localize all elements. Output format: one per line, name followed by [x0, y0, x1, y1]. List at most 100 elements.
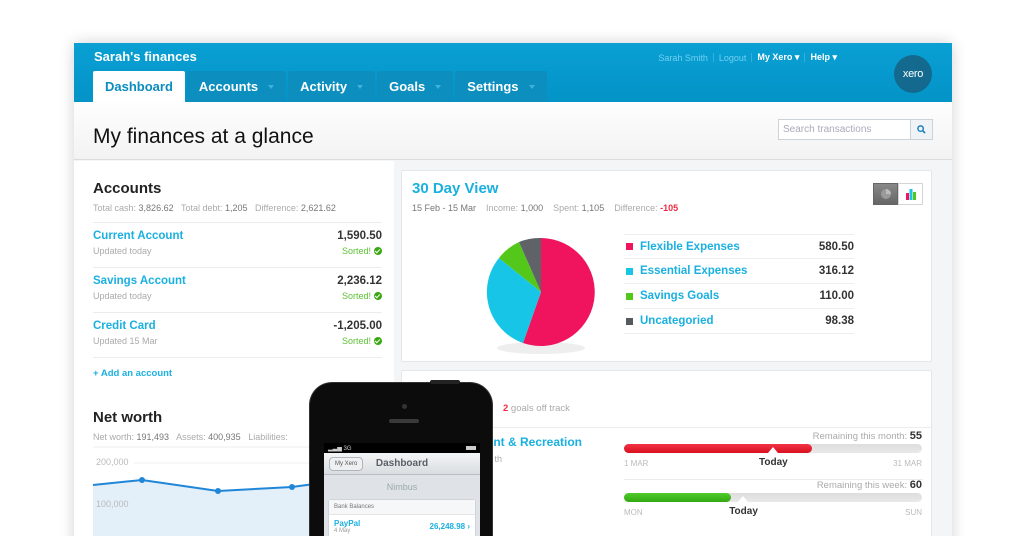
spent-value: 1,105 — [581, 203, 605, 213]
phone-nav-title: Dashboard — [375, 458, 429, 469]
off-track-label: goals off track — [508, 403, 570, 414]
today-marker — [768, 447, 778, 453]
phone-bank-card: Bank Balances PayPal 4 May 26,248.98 › — [328, 499, 476, 536]
phone-account-name: PayPal — [334, 519, 361, 528]
legend-row[interactable]: Uncategoried 98.38 — [624, 309, 854, 334]
search-input[interactable] — [779, 120, 910, 139]
xero-logo[interactable]: xero — [894, 55, 932, 93]
chevron-right-icon: › — [467, 522, 470, 531]
goals-off-track: 2 goals off track — [503, 403, 570, 414]
help-menu[interactable]: Help ▾ — [810, 52, 837, 62]
bar-labels: 1 MAR Today 31 MAR — [624, 457, 922, 471]
search-button[interactable] — [910, 120, 932, 139]
help-label: Help — [810, 52, 830, 62]
carrier-signal: ▂▃▅ 3G — [328, 445, 352, 452]
phone-nav-bar: My Xero Dashboard — [324, 453, 480, 475]
legend-row[interactable]: Savings Goals 110.00 — [624, 284, 854, 309]
app-title: Sarah's finances — [94, 49, 197, 64]
difference-value: 2,621.62 — [300, 203, 336, 213]
assets-label: Assets: — [176, 432, 206, 442]
net-worth-chart — [92, 446, 394, 536]
account-row[interactable]: Savings Account Updated today 2,236.12 Sor… — [93, 268, 382, 313]
account-status: Sorted! — [337, 246, 382, 256]
accounts-section: Accounts Total cash: 3,826.62 Total debt… — [93, 180, 382, 379]
tab-label: Accounts — [198, 79, 259, 94]
income-value: 1,000 — [520, 203, 544, 213]
income-label: Income: — [486, 203, 519, 213]
tab-settings[interactable]: Settings — [455, 71, 547, 102]
tab-label: Settings — [467, 79, 519, 94]
phone-account-date: 4 May — [334, 528, 351, 534]
tab-goals[interactable]: Goals — [377, 71, 454, 102]
logout-link[interactable]: Logout — [718, 52, 747, 63]
date-range: 15 Feb - 15 Mar — [412, 203, 477, 213]
week-progress: Remaining this week: 60 MON Today SUN — [624, 479, 922, 520]
net-worth-title: Net worth — [93, 409, 163, 426]
total-cash-value: 3,826.62 — [138, 203, 174, 213]
status-text: Sorted! — [341, 336, 371, 346]
legend-value: 98.38 — [825, 315, 854, 327]
account-row[interactable]: Current Account Updated today 1,590.50 Sor… — [93, 223, 382, 268]
remaining-text: Remaining this week: 60 — [624, 479, 922, 491]
page-header: My finances at a glance — [74, 102, 952, 160]
top-links: Sarah Smith Logout My Xero ▾ Help ▾ — [653, 52, 842, 63]
net-worth-section: Net worth Net worth: 191,493 Assets: 400… — [93, 409, 393, 442]
add-account-link[interactable]: + Add an account — [93, 368, 173, 379]
difference-label: Difference: — [614, 203, 658, 213]
remaining-value: 60 — [909, 479, 922, 491]
mobile-phone-mockup: ▂▃▅ 3G My Xero Dashboard Nimbus Bank Bal… — [310, 380, 492, 536]
legend-label[interactable]: Savings Goals — [640, 290, 720, 302]
account-name[interactable]: Current Account — [93, 230, 184, 242]
today-marker — [738, 496, 749, 502]
account-name[interactable]: Savings Account — [93, 275, 186, 287]
total-debt-value: 1,205 — [224, 203, 248, 213]
accounts-title: Accounts — [93, 180, 162, 197]
difference-value: -105 — [660, 203, 679, 213]
bar-view-button[interactable] — [898, 183, 923, 205]
my-xero-menu[interactable]: My Xero ▾ — [757, 52, 800, 62]
legend-value: 316.12 — [818, 265, 854, 277]
remaining-value: 55 — [909, 430, 922, 442]
goal-subtitle: th — [494, 454, 502, 464]
remaining-text: Remaining this month: 55 — [624, 430, 922, 442]
search-box — [778, 119, 933, 140]
spent-label: Spent: — [553, 203, 580, 213]
account-name[interactable]: Credit Card — [93, 320, 156, 332]
check-icon — [374, 247, 382, 255]
search-icon — [917, 125, 926, 134]
account-updated: Updated 15 Mar — [93, 336, 158, 346]
net-worth-value: 191,493 — [136, 432, 170, 442]
bar-chart-icon — [905, 189, 916, 200]
account-row[interactable]: Credit Card Updated 15 Mar -1,205.00 Sorte… — [93, 313, 382, 358]
app-window: Sarah's finances Dashboard Accounts Acti… — [74, 43, 952, 536]
legend-value: 110.00 — [819, 290, 854, 302]
account-amount: -1,205.00 — [333, 320, 382, 332]
battery-icon — [466, 446, 476, 450]
legend-row[interactable]: Flexible Expenses 580.50 — [624, 234, 854, 259]
thirty-day-header: 30 Day View 15 Feb - 15 Mar Income: 1,00… — [412, 180, 678, 213]
legend-label[interactable]: Uncategoried — [640, 315, 714, 327]
tab-label: Dashboard — [105, 79, 173, 94]
left-panel: Accounts Total cash: 3,826.62 Total debt… — [74, 161, 394, 536]
chart-view-toggle — [873, 183, 923, 205]
account-status: Sorted! — [337, 291, 382, 301]
net-worth-label: Net worth: — [93, 432, 135, 442]
spending-pie-chart — [486, 237, 595, 354]
tab-activity[interactable]: Activity — [288, 71, 376, 102]
phone-back-button[interactable]: My Xero — [329, 457, 364, 471]
goal-name[interactable]: nt & Recreation — [493, 435, 582, 449]
legend-label[interactable]: Essential Expenses — [640, 265, 748, 277]
legend-row[interactable]: Essential Expenses 316.12 — [624, 259, 854, 284]
legend-label[interactable]: Flexible Expenses — [640, 240, 740, 253]
user-name-link[interactable]: Sarah Smith — [658, 52, 708, 63]
pie-view-button[interactable] — [873, 183, 898, 205]
phone-account-row[interactable]: PayPal 4 May 26,248.98 › — [329, 515, 475, 536]
accounts-summary: Total cash: 3,826.62 Total debt: 1,205 D… — [93, 203, 382, 223]
tab-label: Activity — [300, 79, 348, 94]
tab-dashboard[interactable]: Dashboard — [93, 71, 185, 102]
phone-value-text: 26,248.98 — [429, 522, 466, 531]
legend-swatch — [626, 317, 633, 325]
tab-accounts[interactable]: Accounts — [186, 71, 287, 102]
remaining-label: Remaining this month: — [812, 431, 908, 442]
caret-down-icon — [357, 84, 364, 89]
